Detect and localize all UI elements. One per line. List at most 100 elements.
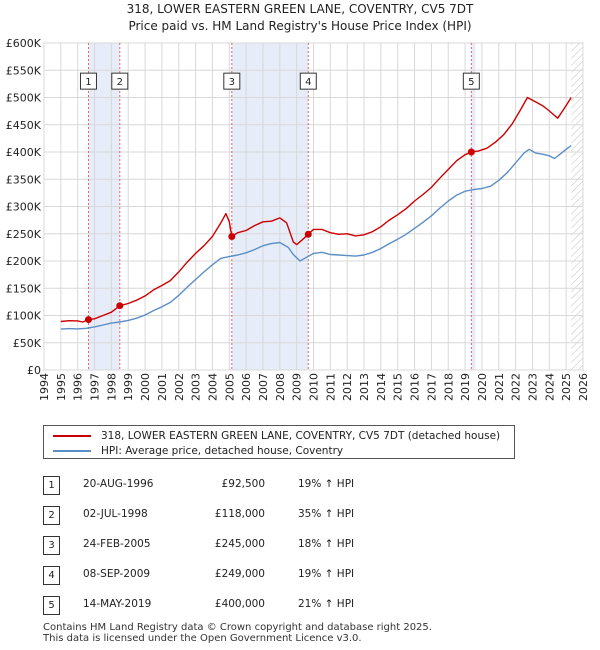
sale-marker-1 [84, 316, 92, 324]
x-tick-label: 2002 [173, 373, 186, 401]
y-tick-label: £100K [6, 310, 42, 323]
legend-label: HPI: Average price, detached house, Cove… [101, 445, 344, 457]
y-tick-label: £250K [6, 228, 42, 241]
chart-title: 318, LOWER EASTERN GREEN LANE, COVENTRY,… [127, 2, 474, 16]
x-tick-label: 2007 [257, 373, 270, 401]
transaction-hpi: 19% ↑ HPI [298, 568, 355, 580]
footer-line: Contains HM Land Registry data © Crown c… [43, 622, 432, 633]
sale-vertical-lines [87, 43, 472, 370]
y-tick-label: £0 [27, 364, 41, 377]
x-tick-label: 2019 [459, 373, 472, 401]
sale-box-1 [79, 72, 97, 90]
chart-subtitle: Price paid vs. HM Land Registry's House … [128, 19, 471, 33]
sale-box-3 [223, 72, 241, 90]
x-tick-label: 2026 [577, 373, 590, 401]
series-lines [60, 96, 572, 330]
gridlines [43, 42, 584, 371]
transaction-price: £118,000 [214, 508, 265, 520]
y-tick-label: £500K [6, 92, 42, 105]
y-tick-label: £200K [6, 255, 42, 268]
x-tick-label: 2003 [190, 373, 203, 401]
x-tick-label: 2008 [274, 373, 287, 401]
sale-box-label-4: 4 [305, 77, 311, 88]
sale-box-label-5: 5 [468, 77, 474, 88]
sale-marker-2 [116, 302, 124, 310]
sale-box-4 [299, 72, 317, 90]
transaction-date: 14-MAY-2019 [83, 598, 152, 610]
x-tick-label: 2025 [560, 373, 573, 401]
footer-attribution: Contains HM Land Registry data © Crown c… [43, 622, 432, 644]
sale-box-label-3: 3 [229, 77, 235, 88]
x-tick-label: 1996 [72, 373, 85, 401]
sale-number-boxes: 1 2 3 4 5 [79, 72, 480, 90]
transaction-hpi: 18% ↑ HPI [298, 538, 355, 550]
x-tick-label: 2006 [240, 373, 253, 401]
y-tick-label: £550K [6, 64, 42, 77]
x-tick-label: 2000 [139, 373, 152, 401]
table-row: 4 08-SEP-2009 £249,000 19% ↑ HPI [43, 566, 463, 586]
x-tick-label: 1998 [105, 373, 118, 401]
sale-marker-5 [467, 148, 475, 156]
x-tick-label: 2001 [156, 373, 169, 401]
x-tick-label: 2011 [324, 373, 337, 401]
legend-swatch-red [53, 435, 91, 437]
y-tick-label: £150K [6, 282, 42, 295]
x-tick-label: 2013 [358, 373, 371, 401]
x-tick-label: 1999 [122, 373, 135, 401]
y-tick-label: £450K [6, 119, 42, 132]
y-tick-label: £50K [13, 337, 42, 350]
x-tick-label: 2017 [425, 373, 438, 401]
transaction-number: 5 [43, 596, 60, 615]
transaction-hpi: 19% ↑ HPI [298, 478, 355, 490]
x-tick-label: 1994 [38, 373, 51, 401]
sale-box-label-2: 2 [117, 77, 123, 88]
price-chart: 318, LOWER EASTERN GREEN LANE, COVENTRY,… [6, 2, 590, 401]
x-tick-label: 2020 [476, 373, 489, 401]
footer-line: This data is licensed under the Open Gov… [43, 633, 362, 644]
x-tick-label: 2012 [341, 373, 354, 401]
sale-marker-4 [304, 230, 312, 238]
transaction-date: 20-AUG-1996 [83, 478, 154, 490]
x-tick-label: 2021 [493, 373, 506, 401]
transaction-number: 1 [43, 476, 60, 495]
price-paid-line [60, 96, 572, 323]
legend-label: 318, LOWER EASTERN GREEN LANE, COVENTRY,… [101, 430, 501, 442]
y-tick-label: £400K [6, 146, 42, 159]
transaction-date: 24-FEB-2005 [83, 538, 151, 550]
table-row: 1 20-AUG-1996 £92,500 19% ↑ HPI [43, 476, 463, 496]
y-axis-ticks: £0 £50K £100K £150K £200K £250K £300K £350K £400… [6, 37, 42, 377]
table-row: 5 14-MAY-2019 £400,000 21% ↑ HPI [43, 596, 463, 616]
legend-swatch-blue [53, 450, 91, 452]
sale-box-2 [111, 72, 129, 90]
sale-markers [84, 148, 475, 324]
transaction-price: £249,000 [214, 568, 265, 580]
transaction-date: 02-JUL-1998 [83, 508, 148, 520]
x-tick-label: 2009 [291, 373, 304, 401]
x-tick-label: 2010 [308, 373, 321, 401]
x-tick-label: 2023 [526, 373, 539, 401]
transaction-price: £245,000 [214, 538, 265, 550]
sale-box-label-1: 1 [85, 77, 91, 88]
x-tick-label: 1995 [55, 373, 68, 401]
legend: 318, LOWER EASTERN GREEN LANE, COVENTRY,… [43, 425, 515, 459]
sale-marker-3 [228, 232, 236, 240]
x-tick-label: 2016 [409, 373, 422, 401]
table-row: 2 02-JUL-1998 £118,000 35% ↑ HPI [43, 506, 463, 526]
transaction-hpi: 35% ↑ HPI [298, 508, 355, 520]
sale-box-5 [462, 72, 480, 90]
x-tick-label: 2022 [510, 373, 523, 401]
x-tick-label: 2018 [442, 373, 455, 401]
hpi-line [60, 144, 572, 330]
transaction-hpi: 21% ↑ HPI [298, 598, 355, 610]
x-tick-label: 2005 [223, 373, 236, 401]
transaction-date: 08-SEP-2009 [83, 568, 151, 580]
transaction-number: 3 [43, 536, 60, 555]
transaction-price: £400,000 [214, 598, 265, 610]
y-tick-label: £600K [6, 37, 42, 50]
table-row: 3 24-FEB-2005 £245,000 18% ↑ HPI [43, 536, 463, 556]
x-tick-label: 1997 [89, 373, 102, 401]
transaction-number: 4 [43, 566, 60, 585]
x-tick-label: 2024 [543, 373, 556, 401]
x-tick-label: 2014 [375, 373, 388, 401]
transaction-price: £92,500 [221, 478, 265, 490]
